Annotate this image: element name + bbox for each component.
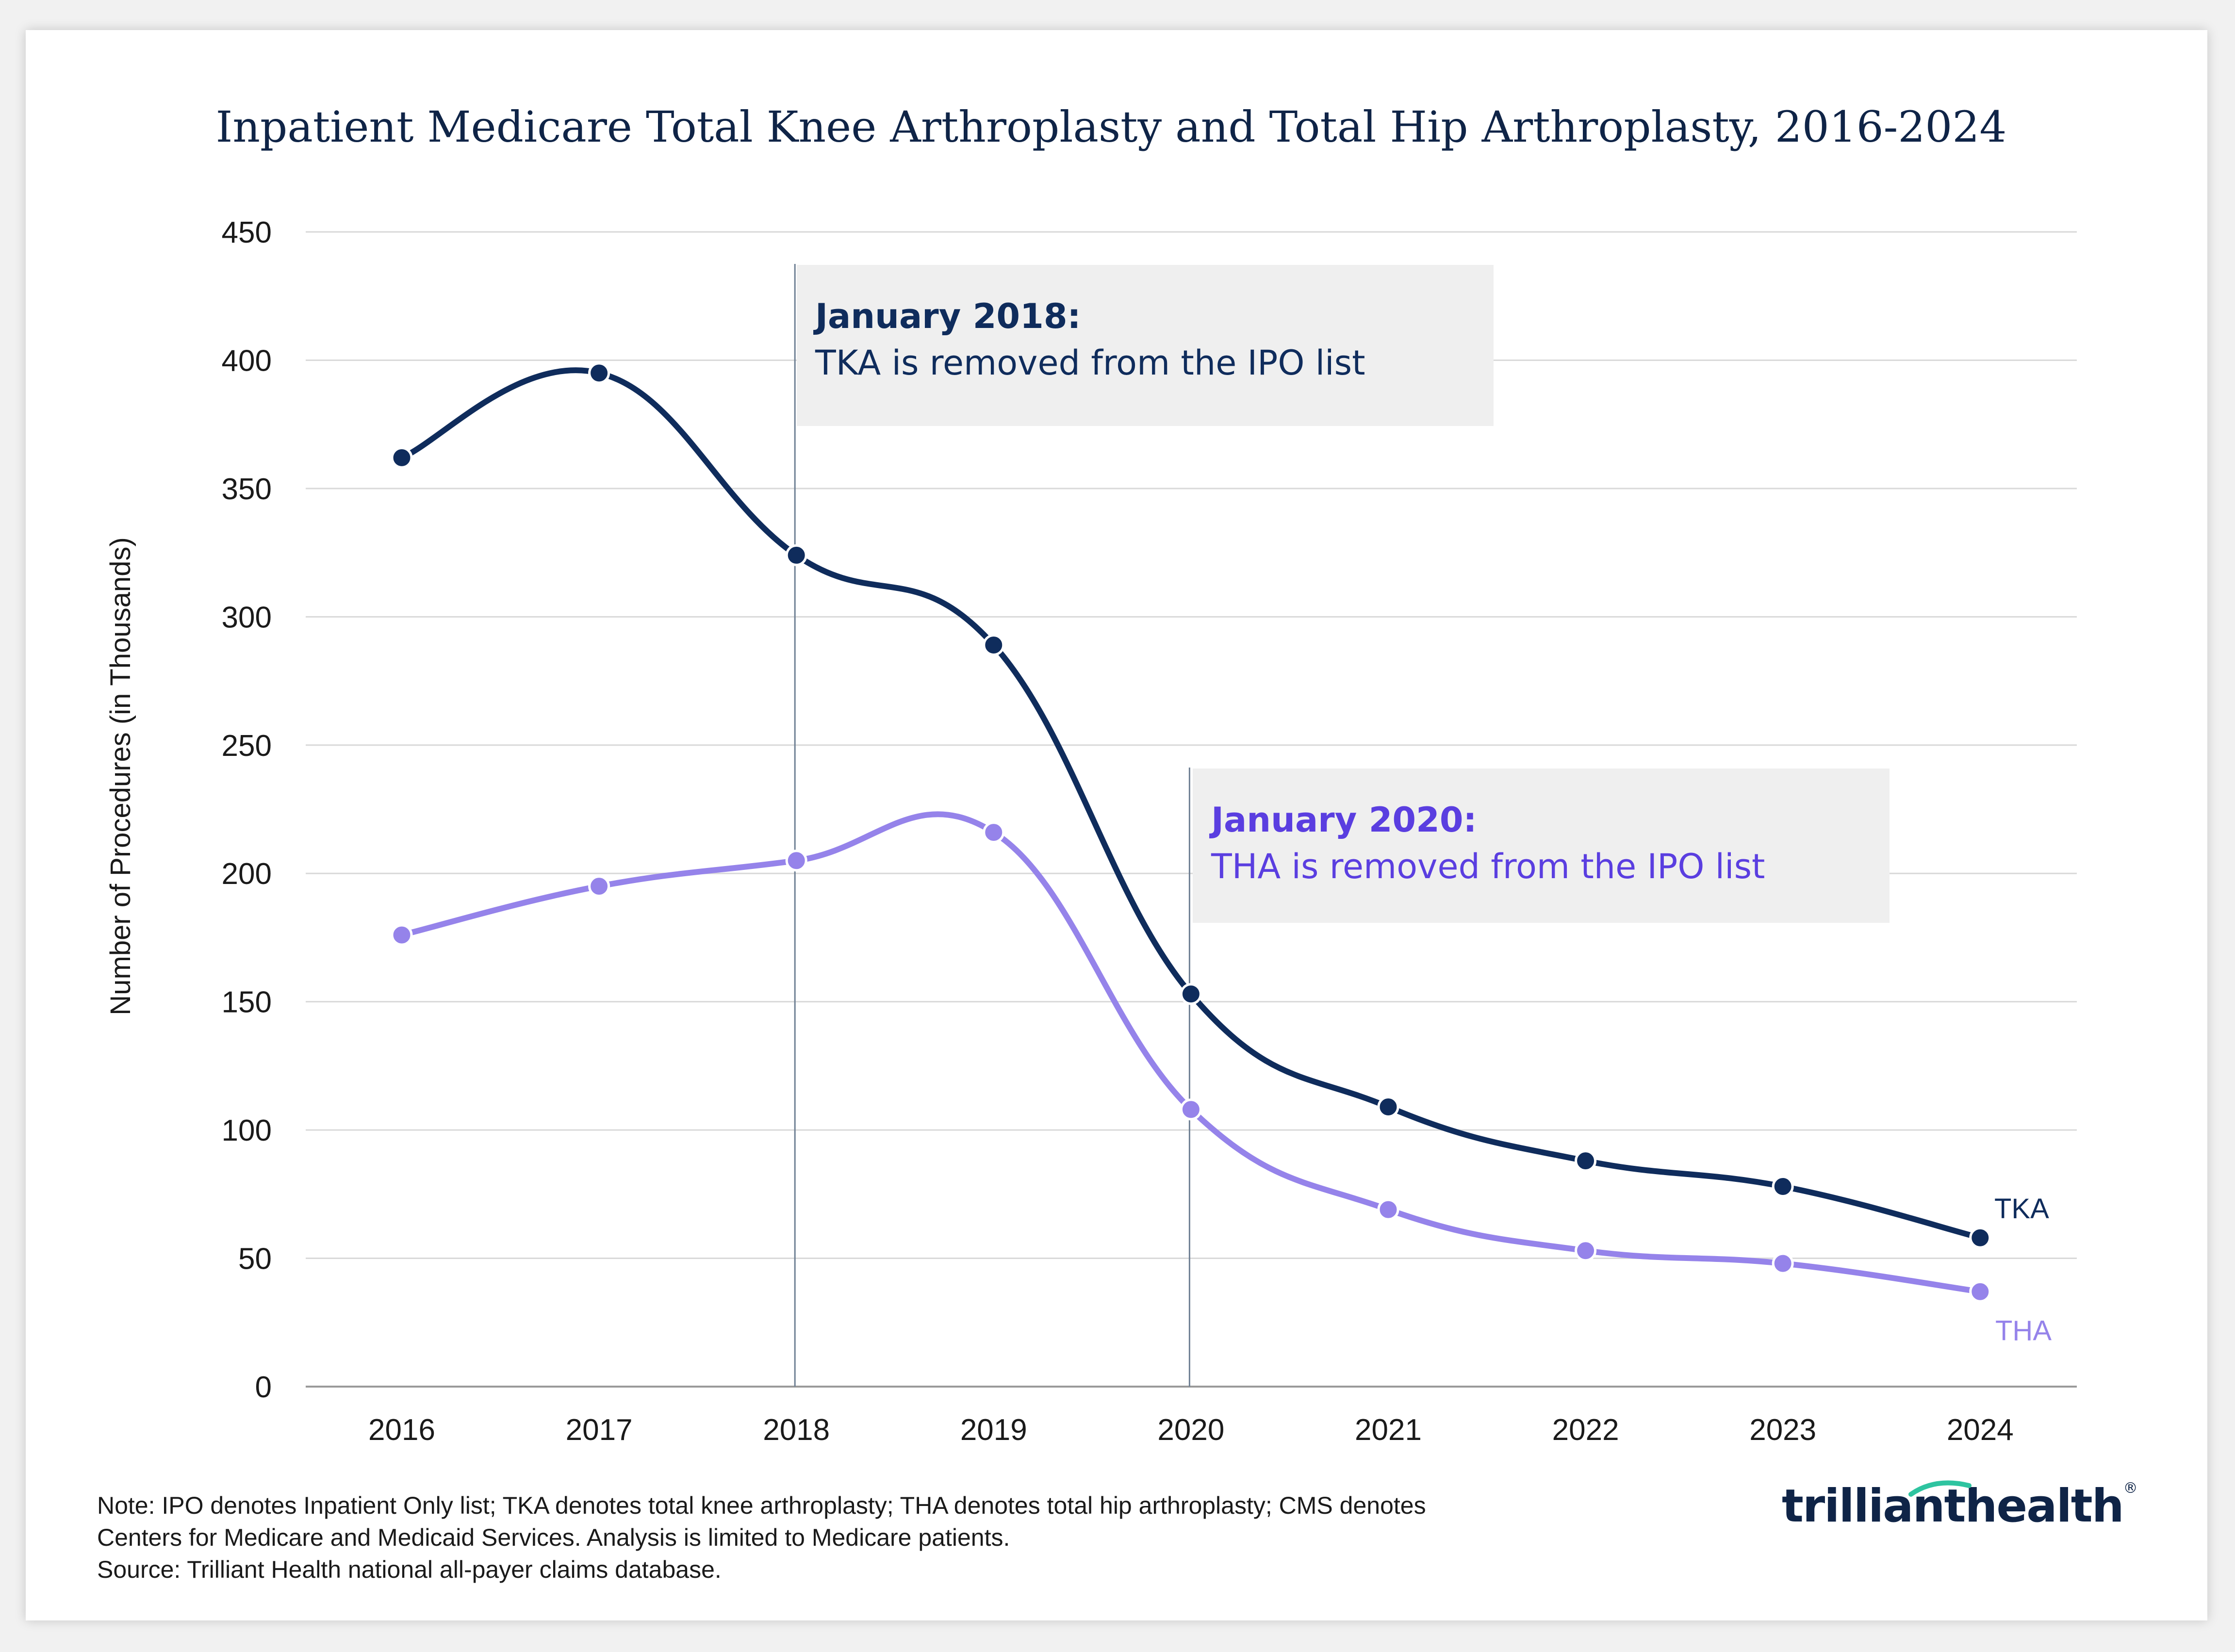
logo-text-trilliant: trilliant <box>1782 1480 1966 1533</box>
note-line-2: Centers for Medicare and Medicaid Servic… <box>97 1524 1010 1551</box>
registered-mark: ® <box>2123 1480 2138 1497</box>
x-tick-label-2024: 2024 <box>1947 1413 2014 1447</box>
point-THA-2020 <box>1180 1098 1202 1121</box>
x-tick-label-2021: 2021 <box>1355 1413 1422 1447</box>
y-axis-label: Number of Procedures (in Thousands) <box>105 537 136 1015</box>
series-line-TKA <box>399 367 1983 1241</box>
source-line: Source: Trilliant Health national all-pa… <box>97 1556 722 1583</box>
x-tick-label-2018: 2018 <box>763 1413 830 1447</box>
point-TKA-2022 <box>1575 1150 1597 1172</box>
point-TKA-2017 <box>588 362 610 384</box>
point-THA-2016 <box>391 924 413 946</box>
point-TKA-2018 <box>785 544 807 566</box>
note-line-1: Note: IPO denotes Inpatient Only list; T… <box>97 1492 1426 1519</box>
point-THA-2023 <box>1772 1252 1794 1275</box>
x-tick-label-2019: 2019 <box>960 1413 1027 1447</box>
y-tick-label-400: 400 <box>222 344 272 377</box>
annotation-text-2018: TKA is removed from the IPO list <box>815 343 1365 383</box>
annotation-title-2020: January 2020: <box>1209 800 1477 840</box>
series-lines: THA TKA <box>391 362 2052 1346</box>
point-TKA-2023 <box>1772 1175 1794 1197</box>
point-TKA-2021 <box>1377 1096 1399 1118</box>
footnote: Note: IPO denotes Inpatient Only list; T… <box>97 1489 1747 1586</box>
annotation-text-2020: THA is removed from the IPO list <box>1211 847 1765 886</box>
series-line-THA <box>399 811 1983 1295</box>
x-axis-ticks: 2016 2017 2018 2019 2020 2021 2022 2023 2024 <box>368 1413 2014 1447</box>
gridlines <box>306 231 2077 1388</box>
annotation-box-2020 <box>1193 769 1890 923</box>
x-tick-label-2023: 2023 <box>1749 1413 1816 1447</box>
y-tick-label-300: 300 <box>222 601 272 634</box>
point-THA-2019 <box>983 821 1005 844</box>
point-THA-2024 <box>1969 1280 1991 1303</box>
y-axis-ticks: 0 50 100 150 200 250 300 350 400 450 <box>222 216 272 1404</box>
annotation-box-2018 <box>797 265 1494 426</box>
point-THA-2017 <box>588 875 610 898</box>
series-label-TKA: TKA <box>1994 1193 2049 1225</box>
point-TKA-2016 <box>391 446 413 469</box>
point-THA-2018 <box>785 850 807 872</box>
y-tick-label-150: 150 <box>222 986 272 1019</box>
y-tick-label-100: 100 <box>222 1114 272 1147</box>
y-tick-label-250: 250 <box>222 729 272 763</box>
logo-swoosh-icon <box>1908 1480 1972 1497</box>
x-tick-label-2020: 2020 <box>1157 1413 1224 1447</box>
annotation-boxes: January 2018: TKA is removed from the IPO… <box>794 264 1890 1387</box>
logo-text-health: health <box>1965 1480 2124 1533</box>
y-tick-label-350: 350 <box>222 473 272 506</box>
x-tick-label-2022: 2022 <box>1552 1413 1619 1447</box>
trilliant-health-logo: trillianthealth® <box>1782 1480 2138 1533</box>
point-THA-2022 <box>1575 1240 1597 1262</box>
x-tick-label-2016: 2016 <box>368 1413 435 1447</box>
point-TKA-2024 <box>1969 1227 1991 1249</box>
point-TKA-2019 <box>983 634 1005 656</box>
x-tick-label-2017: 2017 <box>566 1413 633 1447</box>
chart-title: Inpatient Medicare Total Knee Arthroplas… <box>216 102 2007 152</box>
y-tick-label-0: 0 <box>255 1371 272 1404</box>
y-tick-label-50: 50 <box>238 1243 272 1276</box>
series-label-THA: THA <box>1995 1315 2052 1346</box>
y-tick-label-200: 200 <box>222 857 272 891</box>
annotation-title-2018: January 2018: <box>813 296 1081 336</box>
point-TKA-2020 <box>1180 983 1202 1005</box>
y-tick-label-450: 450 <box>222 216 272 249</box>
point-THA-2021 <box>1377 1198 1399 1221</box>
